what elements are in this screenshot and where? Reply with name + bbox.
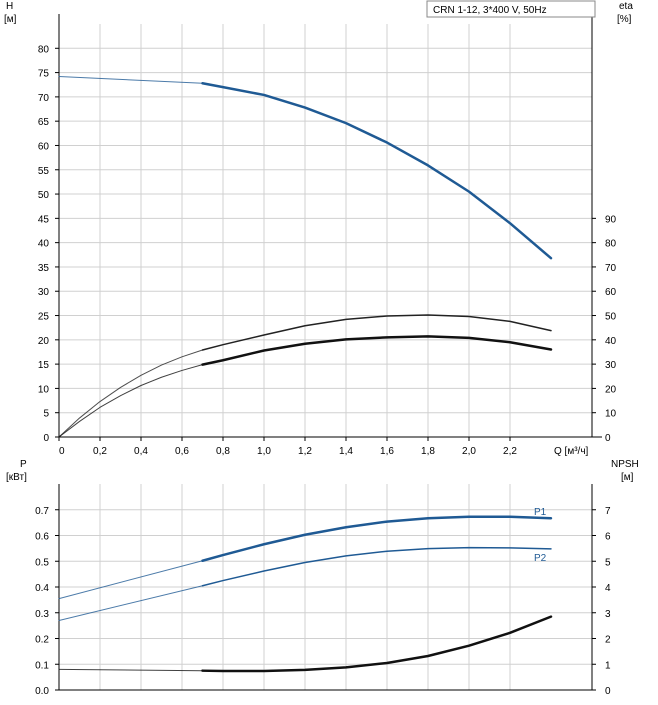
top-grid bbox=[58, 24, 592, 438]
top-tick-labels: 0 0,2 0,4 0,6 0,8 1,0 1,2 1,4 1,6 1,8 2,0 2,2 0 5 10 15… bbox=[38, 44, 617, 457]
series-label-p1: P1 bbox=[534, 507, 547, 518]
y-left-tick-label: 70 bbox=[38, 93, 50, 104]
x-tick-label: 1,2 bbox=[298, 446, 312, 457]
y-right-tick-label: 70 bbox=[605, 263, 617, 274]
y-right-tick-label: 30 bbox=[605, 360, 617, 371]
x-tick-label: 2,0 bbox=[462, 446, 476, 457]
y-left-tick-label: 30 bbox=[38, 287, 50, 298]
efficiency-curve-lower-extrapolated bbox=[58, 364, 203, 438]
x-tick-label: 1,4 bbox=[339, 446, 353, 457]
npsh-tick-label: 2 bbox=[605, 635, 611, 646]
bottom-tick-labels: 0.0 0.1 0.2 0.3 0.4 0.5 0.6 0.7 0 1 2 3 4 5 6 7 bbox=[35, 506, 611, 697]
bottom-curves bbox=[58, 515, 553, 673]
power-tick-label: 0.1 bbox=[35, 660, 49, 671]
y-left-tick-label: 55 bbox=[38, 166, 50, 177]
x-tick-label: 1,6 bbox=[380, 446, 394, 457]
y-left-tick-label: 65 bbox=[38, 117, 50, 128]
top-right-axis-title-line2: [%] bbox=[617, 14, 632, 25]
power-tick-label: 0.5 bbox=[35, 557, 49, 568]
y-right-tick-label: 60 bbox=[605, 287, 617, 298]
efficiency-curve-upper-extrapolated bbox=[58, 349, 203, 438]
head-curve-extrapolated bbox=[58, 75, 203, 84]
efficiency-curve-lower bbox=[201, 335, 553, 366]
top-right-axis-title-line1: eta bbox=[619, 1, 633, 12]
npsh-tick-label: 1 bbox=[605, 660, 611, 671]
npsh-tick-label: 6 bbox=[605, 532, 611, 543]
y-right-tick-label: 50 bbox=[605, 312, 617, 323]
top-left-axis-title-line1: H bbox=[6, 1, 13, 12]
y-right-tick-label: 0 bbox=[605, 433, 611, 444]
y-left-tick-label: 25 bbox=[38, 312, 50, 323]
y-right-tick-label: 20 bbox=[605, 384, 617, 395]
legend-box bbox=[426, 0, 596, 18]
y-left-tick-label: 80 bbox=[38, 44, 50, 55]
head-curve bbox=[201, 82, 553, 260]
npsh-tick-label: 4 bbox=[605, 583, 611, 594]
y-left-tick-label: 0 bbox=[43, 433, 49, 444]
head-efficiency-chart: 0 0,2 0,4 0,6 0,8 1,0 1,2 1,4 1,6 1,8 2,0 2,2 0 5 10 15… bbox=[4, 0, 633, 457]
power-tick-label: 0.6 bbox=[35, 532, 49, 543]
y-right-tick-label: 40 bbox=[605, 336, 617, 347]
npsh-tick-label: 3 bbox=[605, 609, 611, 620]
power-tick-label: 0.0 bbox=[35, 686, 49, 697]
legend-label: CRN 1-12, 3*400 V, 50Hz bbox=[433, 5, 547, 16]
y-left-tick-label: 20 bbox=[38, 336, 50, 347]
x-tick-label: 0,4 bbox=[134, 446, 148, 457]
npsh-curve-extrapolated bbox=[58, 668, 203, 672]
power-tick-label: 0.2 bbox=[35, 635, 49, 646]
bottom-grid bbox=[58, 484, 592, 691]
series-label-p2: P2 bbox=[534, 553, 547, 564]
top-axes bbox=[55, 14, 602, 441]
y-left-tick-label: 35 bbox=[38, 263, 50, 274]
p2-curve-extrapolated bbox=[58, 585, 203, 621]
bottom-axes bbox=[55, 484, 596, 691]
p1-curve-extrapolated bbox=[58, 560, 203, 600]
bottom-right-axis-title-line1: NPSH bbox=[611, 459, 639, 470]
bottom-right-axis-title-line2: [м] bbox=[621, 472, 634, 483]
x-tick-label: 0,6 bbox=[175, 446, 189, 457]
x-tick-label: 0,8 bbox=[216, 446, 230, 457]
power-tick-label: 0.3 bbox=[35, 609, 49, 620]
npsh-tick-label: 7 bbox=[605, 506, 611, 517]
x-tick-label: 0,2 bbox=[93, 446, 107, 457]
power-tick-label: 0.4 bbox=[35, 583, 49, 594]
npsh-curve bbox=[201, 615, 553, 673]
bottom-left-axis-title-line2: [кВт] bbox=[6, 472, 27, 483]
x-axis-title: Q [м³/ч] bbox=[554, 446, 589, 457]
power-tick-label: 0.7 bbox=[35, 506, 49, 517]
y-left-tick-label: 50 bbox=[38, 190, 50, 201]
x-tick-label: 1,8 bbox=[421, 446, 435, 457]
top-left-axis-title-line2: [м] bbox=[4, 14, 17, 25]
top-curves bbox=[58, 75, 553, 438]
p1-curve bbox=[201, 515, 553, 562]
bottom-left-axis-title-line1: P bbox=[20, 459, 27, 470]
y-right-tick-label: 80 bbox=[605, 239, 617, 250]
y-left-tick-label: 15 bbox=[38, 360, 50, 371]
y-left-tick-label: 75 bbox=[38, 69, 50, 80]
power-npsh-chart: 0.0 0.1 0.2 0.3 0.4 0.5 0.6 0.7 0 1 2 3 4 5 6 7 P [кВт]… bbox=[6, 459, 639, 697]
p2-curve bbox=[201, 546, 552, 587]
y-right-tick-label: 90 bbox=[605, 214, 617, 225]
npsh-tick-label: 5 bbox=[605, 557, 611, 568]
y-left-tick-label: 40 bbox=[38, 239, 50, 250]
y-left-tick-label: 10 bbox=[38, 384, 50, 395]
legend: CRN 1-12, 3*400 V, 50Hz bbox=[426, 0, 596, 18]
x-tick-label: 1,0 bbox=[257, 446, 271, 457]
x-tick-label: 2,2 bbox=[503, 446, 517, 457]
y-left-tick-label: 45 bbox=[38, 214, 50, 225]
x-tick-label: 0 bbox=[59, 446, 65, 457]
npsh-tick-label: 0 bbox=[605, 686, 611, 697]
y-left-tick-label: 5 bbox=[43, 409, 49, 420]
y-left-tick-label: 60 bbox=[38, 141, 50, 152]
efficiency-curve-upper bbox=[201, 314, 552, 351]
y-right-tick-label: 10 bbox=[605, 409, 617, 420]
